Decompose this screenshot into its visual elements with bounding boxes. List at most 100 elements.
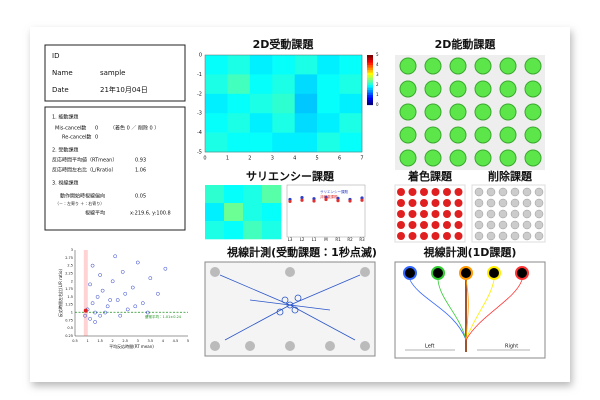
colorbar-step: [367, 55, 373, 58]
colorbar-tick: 4: [376, 62, 379, 67]
deleted-dot: [498, 231, 508, 241]
heat-cell: [205, 221, 225, 240]
colorbar-step: [367, 65, 373, 68]
colored-dot: [431, 199, 440, 207]
s2-title: 2. 受動課題: [52, 147, 78, 154]
colorbar-tick: 0: [376, 102, 379, 107]
deleted-dot: [510, 187, 520, 197]
deleted-dot: [534, 209, 544, 219]
colorbar-step: [367, 82, 373, 86]
deleted-dot: [534, 198, 544, 208]
heat-cell: [339, 74, 363, 95]
panel-title: 視線計測(1D課題): [423, 245, 517, 259]
target: [524, 126, 542, 144]
colorbar-step: [367, 102, 373, 106]
x-tick-label: 1: [226, 156, 229, 162]
heat-cell: [205, 74, 228, 95]
y-tick-label: -1: [197, 72, 202, 78]
y-tick-label: 2: [71, 279, 73, 283]
lr-label: 反応時間左右比（L/Rratio）: [52, 167, 116, 174]
x-tick-label: 6: [338, 156, 341, 162]
heat-cell: [317, 113, 340, 133]
heat-cell: [339, 132, 363, 153]
point: [133, 304, 138, 309]
target: [449, 57, 467, 75]
deleted-dot: [486, 231, 496, 241]
heat-cell: [205, 55, 228, 75]
heat-cell: [249, 113, 273, 133]
heat-cell: [272, 132, 296, 153]
colored-dot: [420, 210, 428, 218]
heat-cell: [262, 221, 282, 240]
target: [424, 80, 442, 98]
colored-dot: [408, 210, 417, 218]
point: [90, 263, 95, 268]
gaze: x:219.6, y:100.8: [130, 211, 171, 217]
heat-cell: [243, 185, 263, 204]
sample-band: [83, 250, 88, 336]
x-tick-label: 2.5: [122, 339, 128, 343]
heat-cell: [294, 113, 318, 133]
y-tick-label: 0.75: [65, 318, 73, 322]
point: [336, 199, 340, 203]
heat-cell: [262, 203, 282, 222]
deleted-dot: [498, 198, 508, 208]
target: [424, 103, 442, 121]
panel-title: 削除課題: [488, 169, 533, 183]
deleted-dot: [486, 220, 496, 230]
y-tick-label: 2.25: [65, 271, 73, 275]
target: [449, 80, 467, 98]
lr: 1.06: [135, 168, 146, 174]
heat-cell: [205, 113, 228, 133]
id-label: ID: [52, 52, 59, 60]
bias-label: 動作開始時視線偏向: [60, 193, 105, 200]
colorbar-tick: 1: [376, 92, 379, 97]
heat-cell: [339, 113, 363, 133]
x-axis-label: 平均反応時間(RT mean): [109, 343, 154, 349]
colorbar-step: [367, 90, 373, 93]
point: [100, 288, 105, 293]
colored-dot: [420, 232, 428, 240]
y-tick-label: 0.25: [65, 334, 73, 338]
legend-entry: サリエンシー課題: [320, 189, 348, 194]
colored-dot: [397, 232, 405, 240]
frame: [204, 54, 363, 153]
target: [424, 126, 442, 144]
point: [145, 310, 150, 315]
deleted-dot: [510, 198, 520, 208]
point: [135, 260, 140, 265]
point: [288, 199, 292, 204]
heat-cell: [227, 113, 251, 133]
rt-label: 反応時間平均値（RTmean）: [52, 157, 117, 164]
colored-dot: [443, 221, 451, 229]
recancel: 0: [95, 135, 98, 141]
s1-title: 1. 能動課題: [52, 114, 78, 121]
x-tick-label: 2: [248, 156, 251, 162]
deleted-dot: [486, 209, 496, 219]
heat-cell: [262, 185, 282, 204]
point: [123, 291, 128, 296]
target: [399, 57, 417, 75]
deleted-dot: [522, 198, 532, 208]
x-tick-label: R1: [335, 237, 341, 242]
colored-dot: [454, 221, 463, 229]
colorbar-step: [367, 67, 373, 71]
heat-cell: [227, 93, 251, 114]
x-tick-label: R3: [359, 237, 365, 242]
y-axis-label: 反応時間左右比(L/R ratio): [57, 269, 63, 317]
target: [474, 80, 492, 98]
y-tick-label: 1.25: [65, 303, 73, 307]
x-tick-label: 0.5: [72, 339, 78, 343]
point: [93, 320, 97, 324]
deleted-dot: [474, 220, 484, 230]
target: [399, 126, 417, 144]
heat-cell: [205, 93, 228, 114]
deleted-dot: [474, 198, 484, 208]
colored-dot: [454, 188, 463, 196]
colorbar-step: [367, 85, 373, 88]
heat-cell: [224, 221, 244, 240]
point: [118, 313, 123, 318]
miscancel-detail: （着色 0 ／ 削除 0 ）: [110, 125, 159, 132]
summary: 1. 能動課題 Mis-cancel数 0 （着色 0 ／ 削除 0 ） Re-…: [52, 114, 171, 217]
colored-dot: [420, 199, 428, 207]
